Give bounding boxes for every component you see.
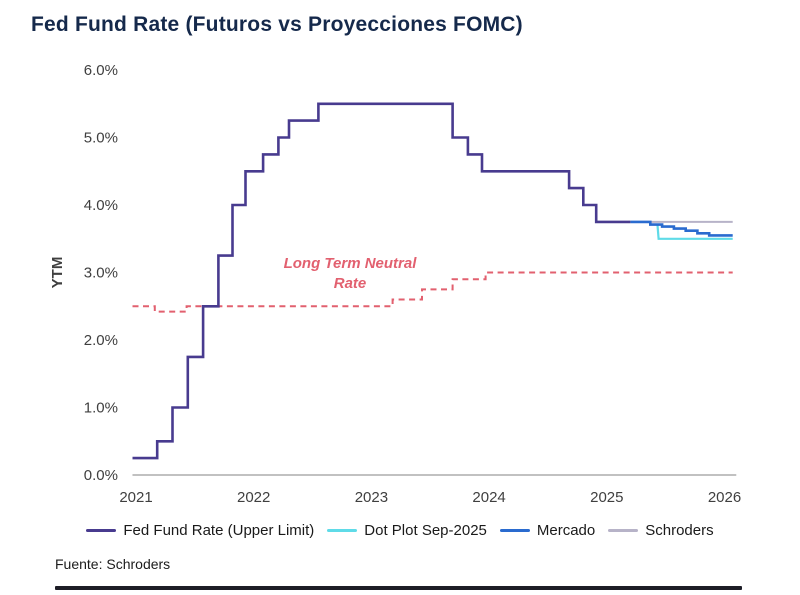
x-axis-tick-label: 2023 <box>355 489 388 506</box>
schroders-line-swatch-icon <box>608 529 639 532</box>
legend-label: Dot Plot Sep-2025 <box>364 522 487 539</box>
y-axis-tick-label: 3.0% <box>84 265 118 282</box>
bottom-divider-bar <box>55 586 742 590</box>
page-title: Fed Fund Rate (Futuros vs Proyecciones F… <box>31 13 523 36</box>
mercado-line-swatch-icon <box>499 529 530 532</box>
y-axis-tick-label: 5.0% <box>84 130 118 147</box>
series-line-mercado <box>630 220 733 237</box>
legend-label: Fed Fund Rate (Upper Limit) <box>123 522 315 539</box>
x-axis-tick-label: 2022 <box>237 489 270 506</box>
x-axis-tick-label: 2026 <box>708 489 741 506</box>
neutral-rate-annotation: Long Term Neutral Rate <box>283 255 417 293</box>
y-axis-title: YTM <box>49 257 66 289</box>
y-axis-tick-label: 0.0% <box>84 467 118 484</box>
legend-label: Schroders <box>645 522 714 539</box>
y-axis-tick-label: 6.0% <box>84 62 118 79</box>
fed-fund-rate-chart: 0.0% 1.0% 2.0% 3.0% 4.0% 5.0% 6.0% 2021 2022 2023… <box>49 62 741 506</box>
legend-item-dot-plot: Dot Plot Sep-2025 <box>327 522 487 539</box>
legend-item-mercado: Mercado <box>499 522 596 539</box>
source-note: Fuente: Schroders <box>55 556 171 572</box>
x-axis-tick-label: 2025 <box>590 489 623 506</box>
dot-plot-line-swatch-icon <box>327 529 358 532</box>
x-axis-tick-label: 2021 <box>119 489 152 506</box>
legend-label: Mercado <box>536 522 596 539</box>
y-axis-tick-label: 1.0% <box>84 400 118 417</box>
chart-legend: Fed Fund Rate (Upper Limit) Dot Plot Sep… <box>0 522 800 539</box>
y-axis-tick-label: 4.0% <box>84 197 118 214</box>
x-axis-tick-label: 2024 <box>472 489 505 506</box>
y-axis-tick-label: 2.0% <box>84 332 118 349</box>
series-line-dot-plot-sep-2025 <box>656 223 733 240</box>
series-line-fed-fund-rate-upper-limit- <box>132 102 631 460</box>
fed-fund-rate-line-swatch-icon <box>86 529 117 532</box>
legend-item-fed-fund-rate: Fed Fund Rate (Upper Limit) <box>86 522 314 539</box>
series-line-long-term-neutral-rate <box>132 271 733 313</box>
legend-item-schroders: Schroders <box>608 522 714 539</box>
